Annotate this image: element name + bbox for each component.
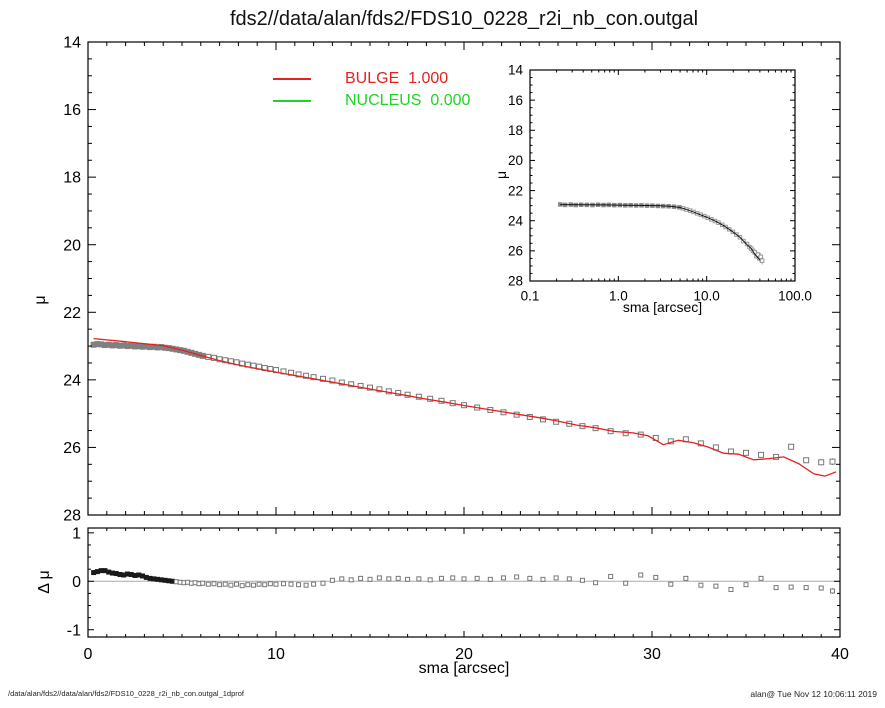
svg-text:0.1: 0.1 — [521, 289, 540, 304]
svg-text:-1: -1 — [67, 622, 81, 639]
inset-series-trend — [560, 204, 761, 261]
main-series-data — [90, 341, 836, 466]
nucleus-line-swatch — [273, 100, 311, 102]
legend-item-bulge: BULGE 1.000 — [273, 68, 470, 90]
svg-text:1: 1 — [72, 525, 81, 542]
legend-item-nucleus: NUCLEUS 0.000 — [273, 90, 470, 112]
bulge-line-swatch — [273, 78, 311, 80]
legend-label-bulge: BULGE 1.000 — [345, 70, 449, 87]
residual-series-delta-mu — [91, 568, 835, 594]
footer-user-timestamp: alan@ Tue Nov 12 10:06:11 2019 — [750, 689, 877, 699]
inset-series-profile — [557, 202, 765, 265]
main-plot: 14 16 18 20 22 24 26 28 — [63, 35, 841, 525]
inset-y-axis-label: μ — [493, 170, 509, 180]
footer-file-path: /data/alan/fds2//data/alan/fds2/FDS10_02… — [8, 689, 245, 698]
main-series-bulge — [93, 337, 837, 477]
svg-text:22: 22 — [63, 305, 81, 322]
svg-text:14: 14 — [63, 35, 81, 52]
svg-text:16: 16 — [508, 93, 523, 108]
x-axis-label: sma [arcsec] — [418, 660, 510, 677]
page-title: fds2//data/alan/fds2/FDS10_0228_r2i_nb_c… — [229, 8, 699, 30]
svg-text:14: 14 — [508, 63, 524, 78]
svg-text:24: 24 — [63, 372, 81, 389]
svg-text:22: 22 — [508, 183, 523, 198]
legend: BULGE 1.000 NUCLEUS 0.000 — [273, 68, 470, 112]
main-y-axis-label: μ — [32, 295, 49, 305]
svg-text:16: 16 — [63, 102, 81, 119]
legend-label-nucleus: NUCLEUS 0.000 — [345, 92, 471, 109]
inset-x-axis-label: sma [arcsec] — [622, 299, 703, 315]
residual-y-axis-label: Δ μ — [36, 570, 53, 594]
svg-text:30: 30 — [643, 646, 661, 663]
svg-text:1.0: 1.0 — [609, 289, 628, 304]
svg-text:0: 0 — [84, 646, 93, 663]
svg-text:28: 28 — [508, 274, 523, 289]
svg-text:10: 10 — [267, 646, 285, 663]
svg-text:26: 26 — [63, 440, 81, 457]
svg-text:20: 20 — [508, 153, 523, 168]
main-frame — [87, 41, 841, 516]
svg-text:26: 26 — [508, 244, 523, 259]
svg-text:40: 40 — [831, 646, 849, 663]
svg-text:20: 20 — [63, 237, 81, 254]
svg-text:18: 18 — [63, 170, 81, 187]
svg-text:18: 18 — [508, 123, 523, 138]
svg-text:24: 24 — [508, 213, 524, 228]
svg-text:0: 0 — [72, 574, 81, 591]
svg-text:10.0: 10.0 — [694, 289, 720, 304]
svg-text:20: 20 — [455, 646, 473, 663]
inset-plot: 0.1 1.0 10.0 100.0 14 16 18 20 22 24 26 28 — [508, 63, 812, 304]
svg-text:100.0: 100.0 — [778, 289, 812, 304]
svg-text:28: 28 — [63, 508, 81, 525]
